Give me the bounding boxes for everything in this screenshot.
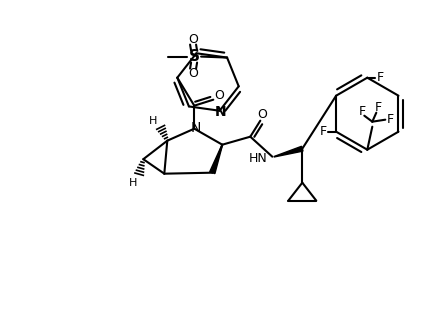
Text: N: N — [215, 105, 227, 119]
Polygon shape — [210, 145, 222, 173]
Text: N: N — [191, 121, 202, 135]
Text: O: O — [257, 108, 267, 121]
Text: H: H — [149, 116, 158, 126]
Text: S: S — [189, 49, 200, 64]
Text: O: O — [214, 89, 224, 102]
Text: F: F — [387, 113, 394, 126]
Text: F: F — [375, 101, 382, 114]
Text: F: F — [320, 125, 327, 138]
Text: O: O — [188, 67, 198, 80]
Text: F: F — [377, 71, 384, 84]
Text: H: H — [129, 178, 138, 188]
Text: F: F — [359, 105, 366, 118]
Polygon shape — [274, 146, 303, 157]
Text: HN: HN — [249, 152, 267, 165]
Text: O: O — [188, 33, 198, 46]
